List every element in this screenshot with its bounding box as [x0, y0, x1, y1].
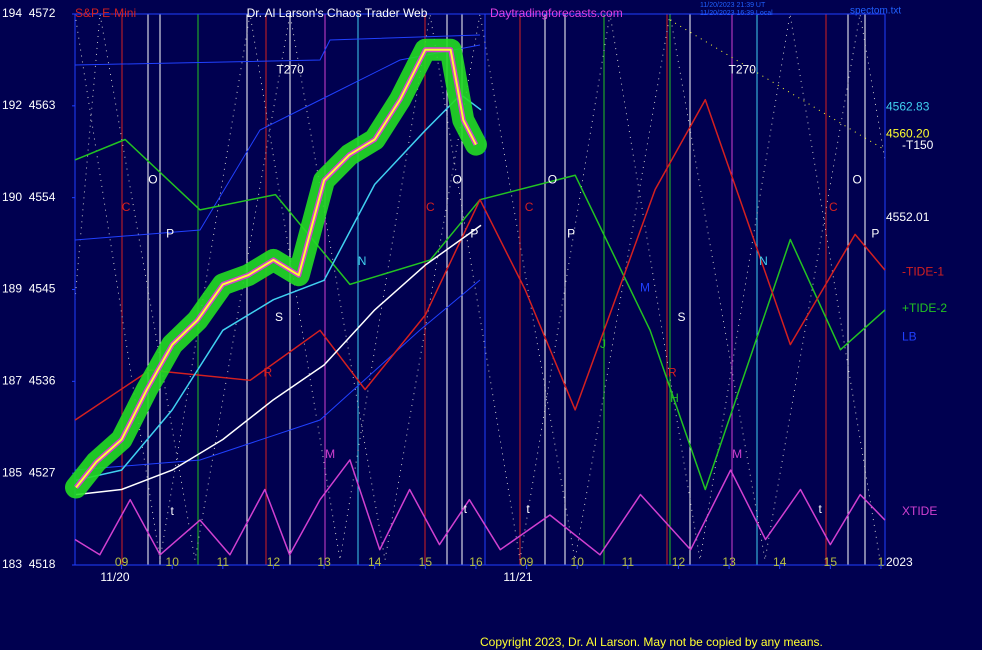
annotation: P	[871, 227, 879, 241]
y-tick-label: 190 4554	[2, 190, 56, 204]
right-label: 2023	[886, 555, 913, 569]
right-label: 4560.20	[886, 127, 930, 141]
y-tick-label: 192 4563	[2, 98, 56, 112]
annotation: O	[148, 172, 157, 186]
header-left: S&P E-Mini	[75, 6, 136, 20]
x-tick-label: 11	[622, 555, 635, 569]
header-site: Daytradingforecasts.com	[490, 6, 623, 20]
annotation: O	[852, 172, 861, 186]
x-tick-label: 15	[419, 555, 433, 569]
band-line	[74, 34, 481, 66]
annotation: C	[525, 200, 534, 214]
x-tick-label: 14	[773, 555, 787, 569]
annotation: T270	[276, 62, 304, 76]
annotation: C	[426, 200, 435, 214]
y-tick-label: 185 4527	[2, 465, 56, 479]
x-tick-label: 13	[317, 555, 331, 569]
x-tick-label: 10	[571, 555, 585, 569]
right-label: +TIDE-2	[902, 301, 947, 315]
x-tick-label: 14	[368, 555, 382, 569]
annotation: C	[829, 200, 838, 214]
annotation: M	[732, 447, 742, 461]
annotation: t	[464, 502, 468, 516]
band-line	[74, 279, 481, 471]
annotation: C	[122, 200, 131, 214]
x-tick-label: 16	[469, 555, 483, 569]
x-tick-label: 11	[217, 555, 230, 569]
annotation: J	[600, 337, 606, 351]
y-tick-label: 187 4536	[2, 374, 56, 388]
right-label: LB	[902, 330, 917, 344]
annotation: T270	[729, 62, 757, 76]
annotation: t	[526, 502, 530, 516]
annotation: O	[453, 172, 462, 186]
y-tick-label: 194 4572	[2, 6, 56, 20]
right-label: -TIDE-1	[902, 264, 944, 278]
x-tick-label: 1	[878, 555, 885, 569]
right-label: 4562.83	[886, 100, 930, 114]
annotation: O	[548, 172, 557, 186]
right-label: XTIDE	[902, 504, 937, 518]
annotation: M	[325, 447, 335, 461]
series-line	[74, 98, 886, 421]
series-line	[75, 93, 482, 482]
header-stamp: 11/20/2023 16:39 Local	[700, 10, 773, 17]
annotation: t	[819, 502, 823, 516]
y-tick-label: 183 4518	[2, 557, 56, 571]
copyright: Copyright 2023, Dr. Al Larson. May not b…	[480, 635, 823, 649]
date-label: 11/20	[100, 570, 129, 584]
series-line	[75, 48, 477, 489]
annotation: N	[358, 254, 367, 268]
series-line	[75, 224, 482, 496]
annotation: P	[470, 227, 478, 241]
annotation: t	[171, 504, 175, 518]
annotation: N	[759, 254, 768, 268]
annotation: H	[670, 391, 679, 405]
series-line	[74, 459, 886, 556]
x-tick-label: 13	[722, 555, 736, 569]
annotation: R	[668, 365, 677, 379]
x-tick-label: 15	[824, 555, 838, 569]
x-tick-label: 09	[115, 555, 129, 569]
chart-title: Dr. Al Larson's Chaos Trader Web	[247, 6, 428, 20]
annotation: R	[264, 365, 273, 379]
x-tick-label: 10	[166, 555, 180, 569]
right-label: -T150	[902, 138, 934, 152]
x-tick-label: 12	[267, 555, 281, 569]
annotation: S	[275, 310, 283, 324]
header-stamp: 11/20/2023 21:39 UT	[700, 2, 766, 9]
right-label: 4552.01	[886, 210, 930, 224]
annotation: M	[640, 281, 650, 295]
header-file: spectom.txt	[850, 6, 901, 17]
annotation: P	[567, 227, 575, 241]
x-tick-label: 09	[520, 555, 534, 569]
annotation: S	[677, 310, 685, 324]
y-tick-label: 189 4545	[2, 282, 56, 296]
x-tick-label: 12	[672, 555, 686, 569]
date-label: 11/21	[503, 570, 532, 584]
annotation: P	[166, 227, 174, 241]
